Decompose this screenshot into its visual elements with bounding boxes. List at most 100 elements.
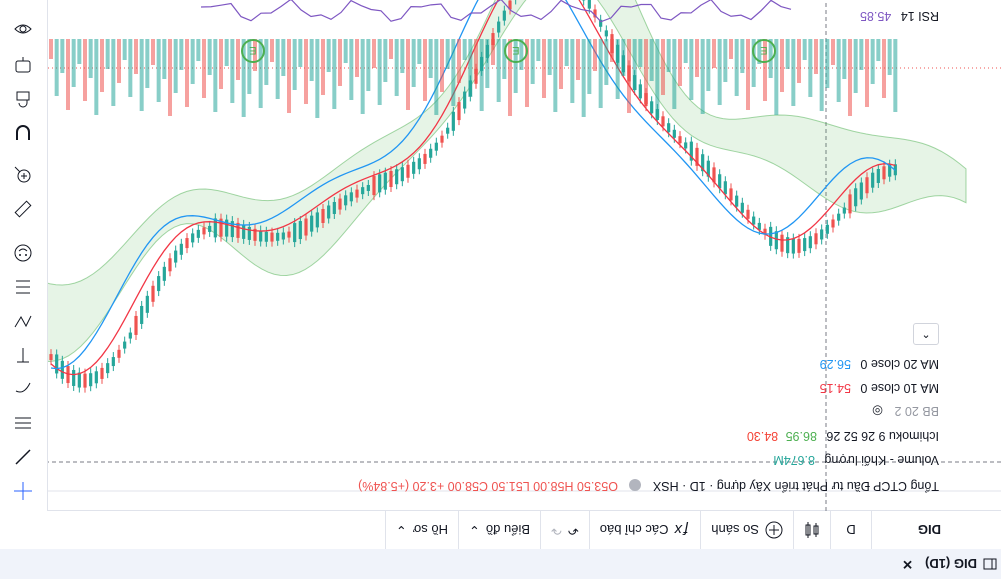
volume-bar xyxy=(139,39,144,111)
volume-bar xyxy=(791,39,796,106)
candle-body xyxy=(638,84,642,99)
candle-body xyxy=(712,167,716,183)
prediction-tool[interactable] xyxy=(11,275,35,299)
compare-label: So sánh xyxy=(711,522,759,538)
candle-body xyxy=(684,142,688,149)
volume-bar xyxy=(417,39,422,64)
ma10-name: MA 10 close 0 xyxy=(860,381,939,395)
candle-body xyxy=(298,221,302,240)
minus-circle-icon[interactable] xyxy=(629,479,642,492)
volume-bar xyxy=(321,39,325,95)
interval-button[interactable]: D xyxy=(830,511,871,549)
volume-bar xyxy=(298,39,303,67)
volume-bar xyxy=(315,39,320,118)
volume-bar xyxy=(842,39,847,79)
candle-body xyxy=(140,305,144,324)
candle-body xyxy=(814,233,818,245)
volume-bar xyxy=(111,39,116,106)
indicators-button[interactable]: ƒx Các chỉ báo xyxy=(588,511,701,549)
volume-bar xyxy=(236,39,240,80)
volume-bar xyxy=(462,39,467,60)
candle-body xyxy=(259,230,263,242)
candle-body xyxy=(599,19,603,27)
undo-icon[interactable]: ↶ xyxy=(567,523,579,538)
eye-hidden-icon[interactable]: ◎ xyxy=(872,404,884,418)
candle-body xyxy=(808,236,812,249)
candle-body xyxy=(225,219,229,237)
candle-body xyxy=(842,207,846,214)
candle-body xyxy=(174,250,178,263)
collapse-legend-button[interactable]: ⌃ xyxy=(913,323,939,345)
visibility-tool[interactable] xyxy=(11,17,35,41)
volume-bar xyxy=(309,39,314,81)
volume-bar xyxy=(162,39,167,79)
chart-menu-button[interactable]: Biểu đồ ⌄ xyxy=(457,511,540,549)
rsi-legend[interactable]: RSI 14 45.85 xyxy=(860,9,939,23)
volume-bar xyxy=(644,39,648,104)
brush-tool[interactable] xyxy=(11,377,35,401)
profile-button[interactable]: Hồ sơ ⌄ xyxy=(384,511,458,549)
volume-bar xyxy=(882,39,886,98)
candle-body xyxy=(508,0,512,10)
volume-bar xyxy=(542,39,546,98)
rsi-line xyxy=(200,0,792,23)
ma20-legend[interactable]: MA 20 close 0 56.29 xyxy=(820,357,939,371)
volume-bar xyxy=(71,39,76,87)
candle-body xyxy=(378,174,382,193)
volume-bar xyxy=(746,39,750,110)
candle-body xyxy=(49,354,53,361)
candle-body xyxy=(882,166,886,180)
redo-icon[interactable]: ↷ xyxy=(550,523,562,538)
magnet-tool[interactable] xyxy=(11,121,35,145)
ma10-legend[interactable]: MA 10 close 0 54.15 xyxy=(820,381,939,395)
volume-bar xyxy=(88,39,93,78)
chart-tab[interactable]: DIG (1D) ✕ xyxy=(887,549,1001,579)
rsi-value: 45.85 xyxy=(860,9,892,23)
compare-button[interactable]: So sánh xyxy=(700,511,793,549)
zoom-tool[interactable] xyxy=(11,163,35,187)
symbol-full-name: Tổng CTCP Đầu tư Phát triển Xây dựng · 1… xyxy=(652,479,939,493)
pattern-icon xyxy=(14,315,32,328)
volume-legend[interactable]: Volume - Khối lượng 8.674M xyxy=(773,453,939,467)
volume-value: 8.674M xyxy=(773,453,815,467)
tab-title: DIG (1D) xyxy=(925,556,977,572)
candle-body xyxy=(831,219,835,228)
candle-body xyxy=(876,168,880,183)
candle-body xyxy=(757,222,761,230)
crosshair-tool[interactable] xyxy=(11,479,35,503)
lock-tool[interactable] xyxy=(11,87,35,111)
volume-bar xyxy=(615,39,620,99)
close-icon[interactable]: ✕ xyxy=(902,557,913,572)
ruler-tool[interactable] xyxy=(11,197,35,221)
candle-body xyxy=(253,228,257,241)
candle-body xyxy=(111,357,115,367)
volume-bar xyxy=(831,39,835,65)
chart-type-button[interactable] xyxy=(793,511,830,549)
chart-area[interactable]: E E E Tổng CTCP Đầu tư Phát triển Xây dựng… xyxy=(30,0,1001,511)
symbol-button[interactable]: DIG xyxy=(871,511,1001,549)
volume-bar xyxy=(151,39,155,65)
fib-tool[interactable] xyxy=(11,411,35,435)
pattern-tool[interactable] xyxy=(11,309,35,333)
candle-body xyxy=(729,188,733,201)
candle-body xyxy=(202,227,206,235)
text-tool[interactable] xyxy=(11,343,35,367)
volume-bar xyxy=(638,39,643,67)
volume-bar xyxy=(780,39,784,92)
volume-bar xyxy=(338,39,342,86)
volume-bar xyxy=(457,39,461,83)
emoji-tool[interactable] xyxy=(11,241,35,265)
bb-legend[interactable]: BB 20 2 ◎ xyxy=(872,404,939,419)
trendline-tool[interactable] xyxy=(11,445,35,469)
volume-bar xyxy=(559,39,563,89)
ohlc-readout: O53.50 H58.00 L51.50 C58.00 +3.20 (+5.84… xyxy=(358,479,618,493)
candle-body xyxy=(791,238,795,254)
ichimoku-legend[interactable]: Ichimoku 9 26 52 26 86.95 84.30 xyxy=(747,429,939,443)
volume-bar xyxy=(825,39,830,88)
volume-bar xyxy=(304,39,308,104)
volume-bar xyxy=(474,39,478,74)
candle-body xyxy=(355,189,359,198)
hide-tool[interactable] xyxy=(11,53,35,77)
candle-body xyxy=(128,332,132,339)
price-chart[interactable]: EEE xyxy=(30,0,1001,511)
